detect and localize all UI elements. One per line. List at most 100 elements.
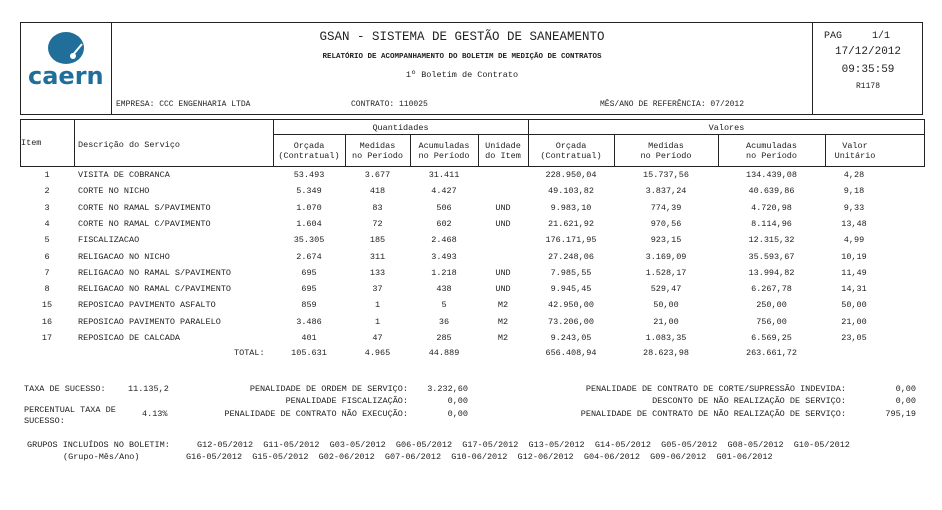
cell-descricao: REPOSICAO DE CALCADA — [78, 333, 181, 343]
table-row: 1 VISITA DE COBRANCA 53.493 3.677 31.411 228.… — [20, 170, 922, 184]
cell-descricao: RELIGACAO NO RAMAL C/PAVIMENTO — [78, 284, 232, 295]
table-row: 5 FISCALIZACAO 35.305 185 2.468 176.171,95 923… — [20, 235, 922, 249]
col-group-valores: Valores — [708, 123, 745, 133]
total-v-acumuladas: 263.661,72 — [745, 348, 797, 358]
cell-descricao: RELIGACAO NO NICHO — [78, 251, 170, 262]
cell-q-orcada: 695 — [301, 284, 317, 295]
percentual: 4.13% — [142, 409, 168, 419]
cell-v-orcada: 9.983,10 — [550, 202, 592, 213]
cell-q-acumuladas: 31.411 — [428, 170, 460, 180]
cell-v-acumuladas: 4.720,98 — [751, 202, 792, 213]
cell-q-medidas: 311 — [369, 251, 386, 262]
col-v-acumuladas: Acumuladas no Período — [745, 141, 797, 161]
cell-item: 16 — [41, 316, 53, 327]
cell-q-orcada: 859 — [301, 300, 317, 311]
cell-v-medidas: 15.737,56 — [643, 170, 689, 180]
cell-unidade: M2 — [497, 300, 509, 311]
percentual-label: PERCENTUAL TAXA DE — [24, 405, 116, 415]
cell-v-acumuladas: 13.994,82 — [748, 267, 795, 278]
cell-item: 5 — [44, 235, 50, 246]
cell-v-acumuladas: 12.315,32 — [748, 235, 795, 246]
cell-q-orcada: 53.493 — [293, 170, 325, 180]
desconto-label: DESCONTO DE NÃO REALIZAÇÃO DE SERVIÇO: — [652, 396, 846, 406]
divider — [812, 22, 813, 115]
cell-v-medidas: 1.528,17 — [645, 267, 687, 278]
table-header — [20, 119, 925, 167]
cell-v-medidas: 3.169,09 — [645, 251, 687, 262]
cell-v-orcada: 49.103,82 — [548, 186, 594, 197]
col-q-acumuladas: Acumuladas no Período — [418, 141, 470, 161]
cell-item: 8 — [44, 284, 50, 295]
cell-descricao: CORTE NO NICHO — [78, 186, 150, 197]
pen-nao-exec: 0,00 — [447, 409, 468, 419]
col-unidade: Unidade do Item — [485, 141, 521, 161]
cell-unidade: UND — [495, 218, 511, 229]
total-q-medidas: 4.965 — [364, 348, 391, 358]
cell-valor-unitario: 9,18 — [843, 186, 865, 197]
cell-q-medidas: 185 — [369, 235, 386, 246]
cell-q-medidas: 83 — [372, 202, 383, 213]
cell-v-medidas: 923,15 — [650, 235, 682, 246]
cell-valor-unitario: 23,05 — [841, 333, 867, 343]
total-v-medidas: 28.623,98 — [643, 348, 689, 358]
cell-descricao: REPOSICAO PAVIMENTO PARALELO — [78, 316, 221, 327]
cell-item: 2 — [44, 186, 50, 197]
cell-q-medidas: 1 — [374, 300, 381, 311]
mes-referencia: MÊS/ANO DE REFERÊNCIA: 07/2012 — [600, 100, 745, 109]
col-group-quantidades: Quantidades — [372, 123, 429, 133]
cell-q-acumuladas: 438 — [436, 284, 452, 295]
cell-q-orcada: 2.674 — [296, 251, 322, 262]
grupos-sublabel: (Grupo-Mês/Ano) — [63, 452, 140, 462]
cell-v-medidas: 21,00 — [653, 316, 679, 327]
cell-descricao: CORTE NO RAMAL C/PAVIMENTO — [78, 218, 211, 229]
empresa: EMPRESA: CCC ENGENHARIA LTDA — [116, 100, 251, 109]
cell-v-medidas: 1.083,35 — [645, 333, 687, 343]
cell-descricao: CORTE NO RAMAL S/PAVIMENTO — [78, 202, 211, 213]
cell-unidade: M2 — [497, 316, 509, 327]
caern-logo: caern — [28, 30, 104, 90]
table-row: 15 REPOSICAO PAVIMENTO ASFALTO 859 1 5 M2 42.9… — [20, 300, 922, 314]
cell-q-medidas: 1 — [374, 316, 381, 327]
cell-valor-unitario: 4,28 — [843, 170, 865, 180]
table-row: 2 CORTE NO NICHO 5.349 418 4.427 49.103,82 3.8… — [20, 186, 922, 200]
cell-item: 17 — [41, 333, 53, 343]
cell-item: 3 — [44, 202, 50, 213]
cell-v-acumuladas: 6.569,25 — [751, 333, 792, 343]
pen-corte-label: PENALIDADE DE CONTRATO DE CORTE/SUPRESSÃ… — [585, 384, 846, 394]
cell-q-orcada: 3.486 — [296, 316, 322, 327]
cell-item: 6 — [44, 251, 50, 262]
cell-q-orcada: 1.070 — [296, 202, 322, 213]
table-row: 3 CORTE NO RAMAL S/PAVIMENTO 1.070 83 506 UND… — [20, 203, 922, 217]
cell-descricao: FISCALIZACAO — [78, 235, 140, 246]
cell-descricao: REPOSICAO PAVIMENTO ASFALTO — [78, 300, 216, 311]
cell-item: 4 — [44, 218, 50, 229]
cell-q-medidas: 418 — [369, 186, 386, 197]
report-code: R1178 — [855, 82, 880, 91]
cell-q-acumuladas: 1.218 — [431, 267, 457, 278]
cell-v-medidas: 529,47 — [650, 284, 682, 295]
table-row: 6 RELIGACAO NO NICHO 2.674 311 3.493 27.248,0… — [20, 252, 922, 266]
cell-q-acumuladas: 506 — [436, 202, 452, 213]
total-label: TOTAL: — [234, 348, 265, 358]
cell-valor-unitario: 50,00 — [841, 300, 867, 311]
cell-valor-unitario: 9,33 — [843, 202, 865, 213]
col-valor-unitario: Valor Unitário — [834, 141, 876, 161]
grupos-line-2: G16-05/2012 G15-05/2012 G02-06/2012 G07-… — [186, 452, 773, 462]
cell-unidade: UND — [495, 284, 511, 295]
total-q-acumuladas: 44.889 — [428, 348, 460, 358]
pen-nao-exec-label: PENALIDADE DE CONTRATO NÃO EXECUÇÃO: — [224, 409, 408, 419]
cell-item: 1 — [44, 170, 50, 180]
cell-q-acumuladas: 5 — [441, 300, 447, 311]
pen-fisc-label: PENALIDADE FISCALIZAÇÃO: — [285, 396, 408, 406]
cell-v-acumuladas: 40.639,86 — [748, 186, 795, 197]
cell-v-medidas: 970,56 — [650, 218, 682, 229]
cell-v-acumuladas: 8.114,96 — [751, 218, 792, 229]
cell-q-orcada: 401 — [301, 333, 317, 343]
total-row: TOTAL: 105.631 4.965 44.889 656.408,94 2… — [20, 348, 922, 362]
cell-q-medidas: 72 — [372, 218, 383, 229]
cell-q-acumuladas: 285 — [436, 333, 452, 343]
cell-v-orcada: 42.950,00 — [548, 300, 594, 311]
cell-unidade: M2 — [497, 333, 509, 343]
percentual-label-2: SUCESSO: — [24, 416, 65, 426]
cell-unidade: UND — [495, 202, 511, 213]
